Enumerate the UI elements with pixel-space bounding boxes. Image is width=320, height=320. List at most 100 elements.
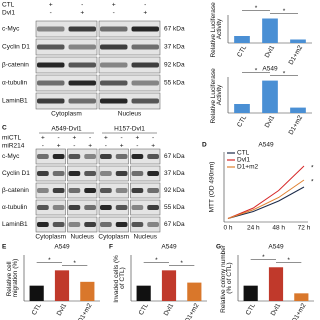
size-label: 55 kDa xyxy=(164,80,185,87)
blot-strip xyxy=(98,38,161,56)
x-tick-label: 72 h xyxy=(298,225,311,232)
size-label: 67 kDa xyxy=(164,221,185,228)
blot-band xyxy=(131,222,144,227)
x-tick-label: D1+m2 xyxy=(288,114,305,136)
x-tick-label: CTL xyxy=(245,302,257,316)
bar xyxy=(187,282,202,301)
fraction-label: Nucleus xyxy=(134,234,158,241)
blot-band xyxy=(68,222,81,227)
blot-strip xyxy=(98,56,161,74)
blot-band xyxy=(68,171,81,176)
x-tick-label: Dvl1 xyxy=(264,44,277,59)
fraction-label: Nucleus xyxy=(118,111,142,118)
condition-sign: - xyxy=(105,143,107,150)
significance-mark: * xyxy=(255,5,258,12)
blot-band xyxy=(131,154,144,159)
size-label: 92 kDa xyxy=(164,62,185,69)
blot-band xyxy=(100,26,128,32)
y-axis-label: Relative cell migration (%) xyxy=(6,259,19,298)
y-axis-label: Relative Luciferase Activity xyxy=(210,66,223,123)
row-label: α-tubulin xyxy=(2,204,27,211)
blot-strip xyxy=(130,216,161,233)
blot-band xyxy=(68,154,81,159)
chart-title: A549 xyxy=(54,244,70,251)
group-label: H157-Dvl1 xyxy=(114,126,145,133)
blot-band xyxy=(131,98,159,104)
blot-strip xyxy=(67,216,98,233)
chart-title: A549 xyxy=(262,66,278,73)
blot-band xyxy=(100,171,112,176)
x-tick-label: 24 h xyxy=(247,225,260,232)
row-label: c-Myc xyxy=(2,26,20,33)
blot-band xyxy=(37,222,49,227)
blot-strip xyxy=(35,182,66,199)
bar xyxy=(161,270,177,301)
condition-sign: - xyxy=(89,135,91,142)
blot-band xyxy=(115,154,128,159)
blot-strip xyxy=(98,148,129,165)
blot-band xyxy=(37,98,65,104)
blot-band xyxy=(131,171,144,176)
y-axis-label: Relative colony number (% of CTL) xyxy=(220,243,233,313)
blot-band xyxy=(131,62,159,68)
significance-mark: * xyxy=(283,70,286,77)
panel-letter: F xyxy=(109,244,113,251)
blot-strip xyxy=(98,74,161,92)
significance-mark: * xyxy=(180,260,183,267)
blot-band xyxy=(84,205,96,210)
chart-title: A549 xyxy=(161,244,177,251)
condition-sign: + xyxy=(80,10,84,17)
condition-sign: + xyxy=(112,2,116,9)
blot-band xyxy=(131,44,159,50)
condition-label: miCTL xyxy=(2,135,22,142)
x-tick-label: D1+m2 xyxy=(184,302,201,320)
row-label: LaminB1 xyxy=(2,98,28,105)
blot-band xyxy=(68,80,96,86)
blot-strip xyxy=(35,20,98,38)
blot-band xyxy=(100,222,112,227)
y-axis-label: Invaded cells (% of CTL) xyxy=(113,253,126,303)
blot-band xyxy=(52,188,65,193)
panel-letter: G xyxy=(216,244,221,251)
size-label: 67 kDa xyxy=(164,26,185,33)
x-tick-label: 48 h xyxy=(272,225,285,232)
blot-strip xyxy=(98,216,129,233)
blot-band xyxy=(131,205,144,210)
blot-strip xyxy=(35,92,98,110)
blot-strip xyxy=(130,165,161,182)
blot-band xyxy=(84,222,96,227)
blot-band xyxy=(84,154,96,159)
bar xyxy=(290,107,306,113)
blot-band xyxy=(37,80,65,86)
blot-strip xyxy=(67,199,98,216)
fraction-label: Cytoplasm xyxy=(98,234,129,241)
blot-strip xyxy=(67,165,98,182)
blot-strip xyxy=(35,199,66,216)
size-label: 92 kDa xyxy=(164,187,185,194)
blot-band xyxy=(37,171,49,176)
x-tick-label: D1+m2 xyxy=(288,44,305,66)
row-label: β-catenin xyxy=(2,62,29,69)
blot-band xyxy=(100,80,128,86)
condition-sign: + xyxy=(41,135,45,142)
legend-label: Dvl1 xyxy=(237,157,250,164)
panel-letter: C xyxy=(2,125,7,132)
fraction-label: Cytoplasm xyxy=(35,234,66,241)
x-tick-label: D1+m2 xyxy=(77,302,94,320)
blot-band xyxy=(115,205,128,210)
x-tick-label: CTL xyxy=(138,302,150,316)
blot-band xyxy=(147,154,159,159)
blot-band xyxy=(68,188,81,193)
blot-band xyxy=(52,222,65,227)
blot-band xyxy=(68,62,96,68)
blot-strip xyxy=(98,165,129,182)
blot-strip xyxy=(35,216,66,233)
condition-label: Dvl1 xyxy=(2,10,15,17)
condition-sign: + xyxy=(143,10,147,17)
condition-sign: + xyxy=(151,143,155,150)
x-tick-label: CTL xyxy=(236,44,248,58)
significance-mark: * xyxy=(255,67,258,74)
panel-letter: E xyxy=(2,244,7,251)
blot-band xyxy=(84,188,96,193)
x-tick-label: Dvl1 xyxy=(264,114,277,129)
